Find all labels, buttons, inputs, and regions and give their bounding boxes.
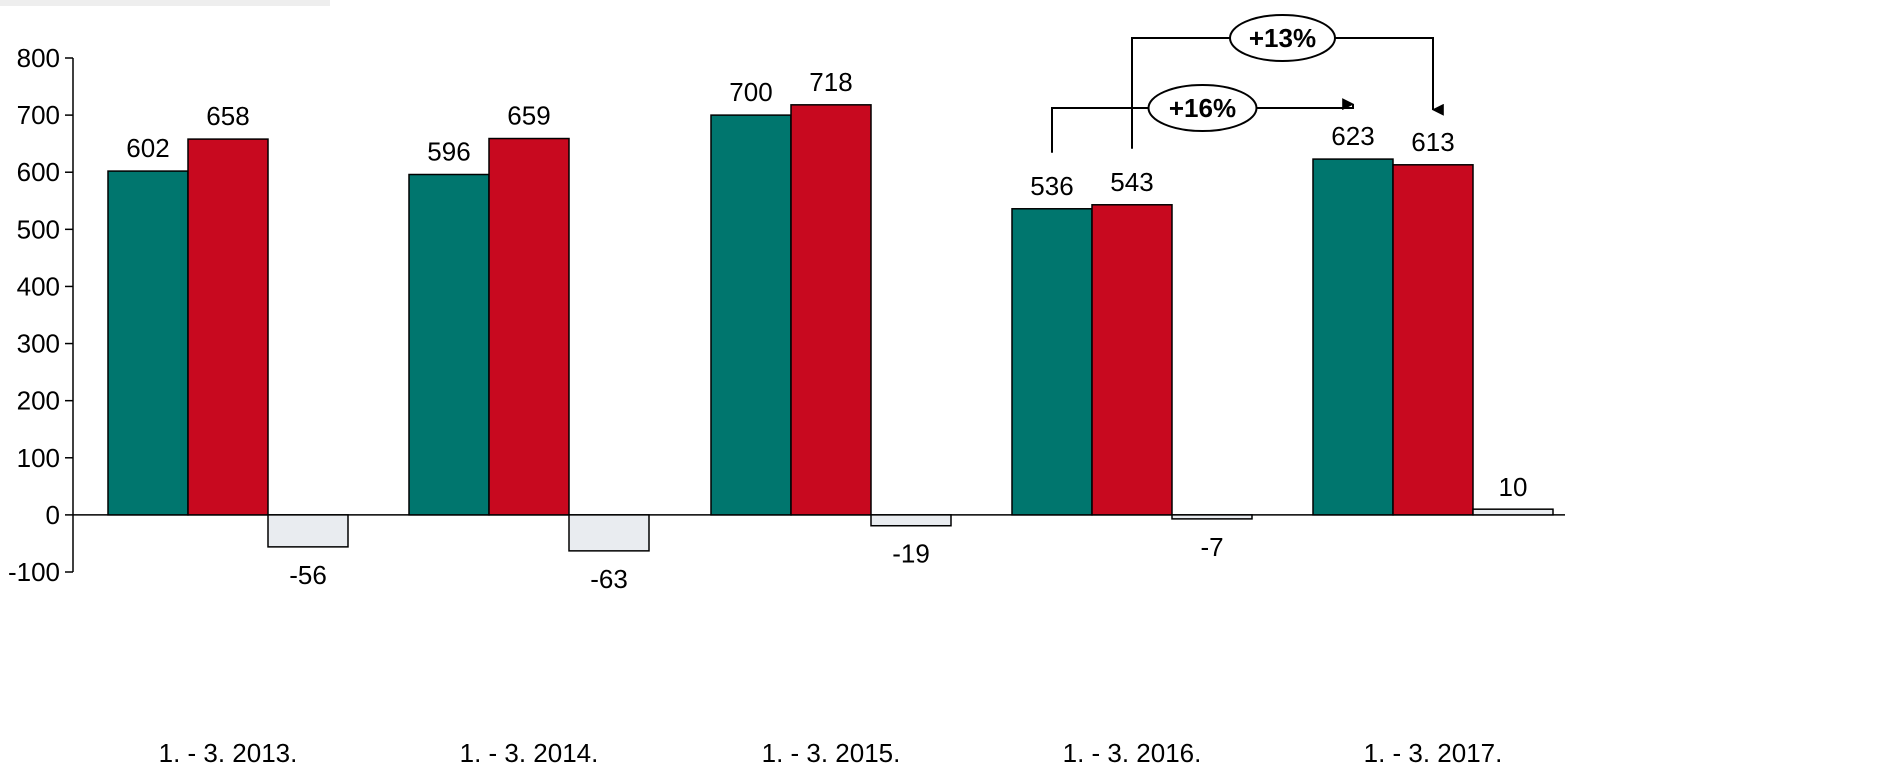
y-tick-label: 100	[17, 443, 60, 473]
bar	[1392, 164, 1474, 516]
growth-badge	[1147, 84, 1258, 132]
data-label: -63	[590, 564, 628, 594]
data-label: -7	[1200, 532, 1223, 562]
bar	[1312, 158, 1394, 516]
x-category-label: 1. - 3. 2013.	[159, 738, 298, 767]
y-tick-label: 300	[17, 329, 60, 359]
data-label: -56	[289, 560, 327, 590]
bar	[1091, 204, 1173, 516]
data-label: 623	[1331, 121, 1374, 151]
bar	[1011, 208, 1093, 516]
bar	[1171, 514, 1253, 520]
data-label: 602	[126, 133, 169, 163]
data-label: 613	[1411, 127, 1454, 157]
chart-bars: 602 596 700 536 623 658 659 718 543 613 -56 -63 -19 -…	[107, 67, 1554, 594]
bar	[267, 514, 349, 548]
bar	[187, 138, 269, 516]
top-decoration-bar	[0, 0, 330, 6]
bar	[107, 170, 189, 516]
y-tick-label: -100	[8, 557, 60, 587]
bar	[790, 104, 872, 516]
data-label: 596	[427, 137, 470, 167]
y-tick-label: 500	[17, 214, 60, 244]
growth-badge-label: +13%	[1249, 23, 1316, 53]
data-label: -19	[892, 539, 930, 569]
data-label: 543	[1110, 167, 1153, 197]
data-label: 10	[1499, 472, 1528, 502]
bar	[870, 514, 952, 527]
y-tick-label: 800	[17, 43, 60, 73]
bar	[710, 114, 792, 516]
data-label: 659	[507, 101, 550, 131]
y-tick-label: 400	[17, 271, 60, 301]
y-tick-label: 0	[46, 500, 60, 530]
bar	[1472, 508, 1554, 516]
chart-annotations: +13% +16%	[1051, 14, 1444, 153]
data-label: 658	[206, 101, 249, 131]
bar	[568, 514, 650, 552]
y-tick-label: 700	[17, 100, 60, 130]
growth-badge	[1229, 14, 1336, 62]
x-category-label: 1. - 3. 2017.	[1364, 738, 1503, 767]
data-label: 536	[1030, 171, 1073, 201]
x-category-label: 1. - 3. 2015.	[762, 738, 901, 767]
growth-badge-label: +16%	[1169, 93, 1236, 123]
bar	[488, 137, 570, 516]
x-category-label: 1. - 3. 2016.	[1063, 738, 1202, 767]
y-tick-label: 200	[17, 386, 60, 416]
y-tick-label: 600	[17, 157, 60, 187]
data-label: 700	[729, 77, 772, 107]
x-category-label: 1. - 3. 2014.	[460, 738, 599, 767]
data-label: 718	[809, 67, 852, 97]
bar	[408, 173, 490, 516]
